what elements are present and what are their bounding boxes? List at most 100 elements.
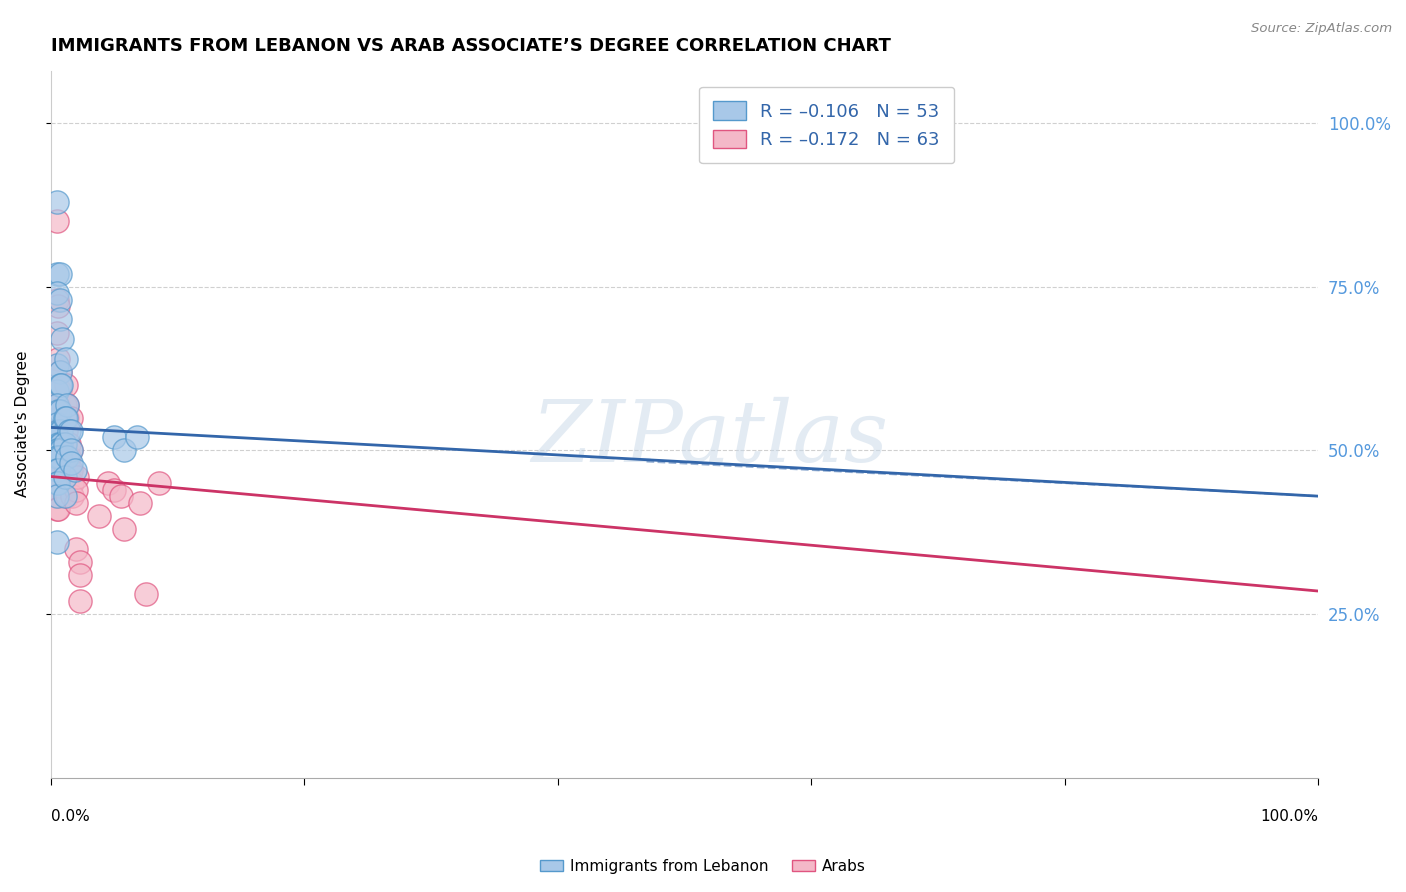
Point [135, 587, 157, 601]
Point [48, 476, 70, 491]
Point [46, 286, 69, 301]
Point [87, 508, 110, 523]
Point [103, 483, 125, 497]
Point [49, 443, 72, 458]
Point [49, 377, 72, 392]
Point [66, 469, 89, 483]
Point [58, 450, 80, 464]
Point [48, 437, 70, 451]
Point [46, 398, 69, 412]
Point [46, 430, 69, 444]
Point [46, 450, 69, 464]
Point [48, 437, 70, 451]
Point [55, 424, 77, 438]
Point [46, 384, 69, 399]
Point [60, 463, 83, 477]
Point [53, 489, 76, 503]
Point [58, 463, 80, 477]
Point [48, 398, 70, 412]
Point [48, 437, 70, 451]
Point [46, 293, 69, 307]
Point [48, 424, 70, 438]
Text: 100.0%: 100.0% [1260, 809, 1319, 824]
Point [48, 351, 70, 366]
Point [112, 443, 135, 458]
Legend: R = –0.106   N = 53, R = –0.172   N = 63: R = –0.106 N = 53, R = –0.172 N = 63 [699, 87, 955, 163]
Point [49, 437, 72, 451]
Point [60, 489, 83, 503]
Point [46, 398, 69, 412]
Point [46, 326, 69, 340]
Point [48, 443, 70, 458]
Point [48, 489, 70, 503]
Point [97, 476, 120, 491]
Point [55, 450, 77, 464]
Point [46, 358, 69, 372]
Point [48, 463, 70, 477]
Point [48, 502, 70, 516]
Point [48, 404, 70, 418]
Point [65, 483, 87, 497]
Point [103, 430, 125, 444]
Point [46, 267, 69, 281]
Point [58, 424, 80, 438]
Point [63, 463, 86, 477]
Point [46, 476, 69, 491]
Point [48, 404, 70, 418]
Point [55, 377, 77, 392]
Point [69, 594, 91, 608]
Point [48, 365, 70, 379]
Point [48, 293, 70, 307]
Point [60, 476, 83, 491]
Point [53, 410, 76, 425]
Point [48, 424, 70, 438]
Text: IMMIGRANTS FROM LEBANON VS ARAB ASSOCIATE’S DEGREE CORRELATION CHART: IMMIGRANTS FROM LEBANON VS ARAB ASSOCIAT… [51, 37, 891, 55]
Point [48, 384, 70, 399]
Point [48, 424, 70, 438]
Point [48, 267, 70, 281]
Point [46, 535, 69, 549]
Point [69, 555, 91, 569]
Point [56, 489, 79, 503]
Point [60, 443, 83, 458]
Point [58, 437, 80, 451]
Point [53, 469, 76, 483]
Point [51, 332, 73, 346]
Point [53, 410, 76, 425]
Point [48, 450, 70, 464]
Point [48, 443, 70, 458]
Point [55, 410, 77, 425]
Point [48, 410, 70, 425]
Point [48, 377, 70, 392]
Point [48, 476, 70, 491]
Text: Source: ZipAtlas.com: Source: ZipAtlas.com [1251, 22, 1392, 36]
Point [60, 443, 83, 458]
Point [46, 502, 69, 516]
Point [46, 194, 69, 209]
Point [56, 450, 79, 464]
Point [48, 312, 70, 326]
Point [112, 522, 135, 536]
Point [48, 476, 70, 491]
Y-axis label: Associate's Degree: Associate's Degree [15, 351, 30, 498]
Point [48, 450, 70, 464]
Point [48, 450, 70, 464]
Point [48, 410, 70, 425]
Point [56, 410, 79, 425]
Point [48, 443, 70, 458]
Point [48, 443, 70, 458]
Point [148, 476, 170, 491]
Point [55, 351, 77, 366]
Point [60, 457, 83, 471]
Point [55, 463, 77, 477]
Point [49, 476, 72, 491]
Point [46, 489, 69, 503]
Point [65, 541, 87, 556]
Point [46, 214, 69, 228]
Point [46, 417, 69, 432]
Point [48, 463, 70, 477]
Point [46, 443, 69, 458]
Point [48, 437, 70, 451]
Point [49, 424, 72, 438]
Point [56, 398, 79, 412]
